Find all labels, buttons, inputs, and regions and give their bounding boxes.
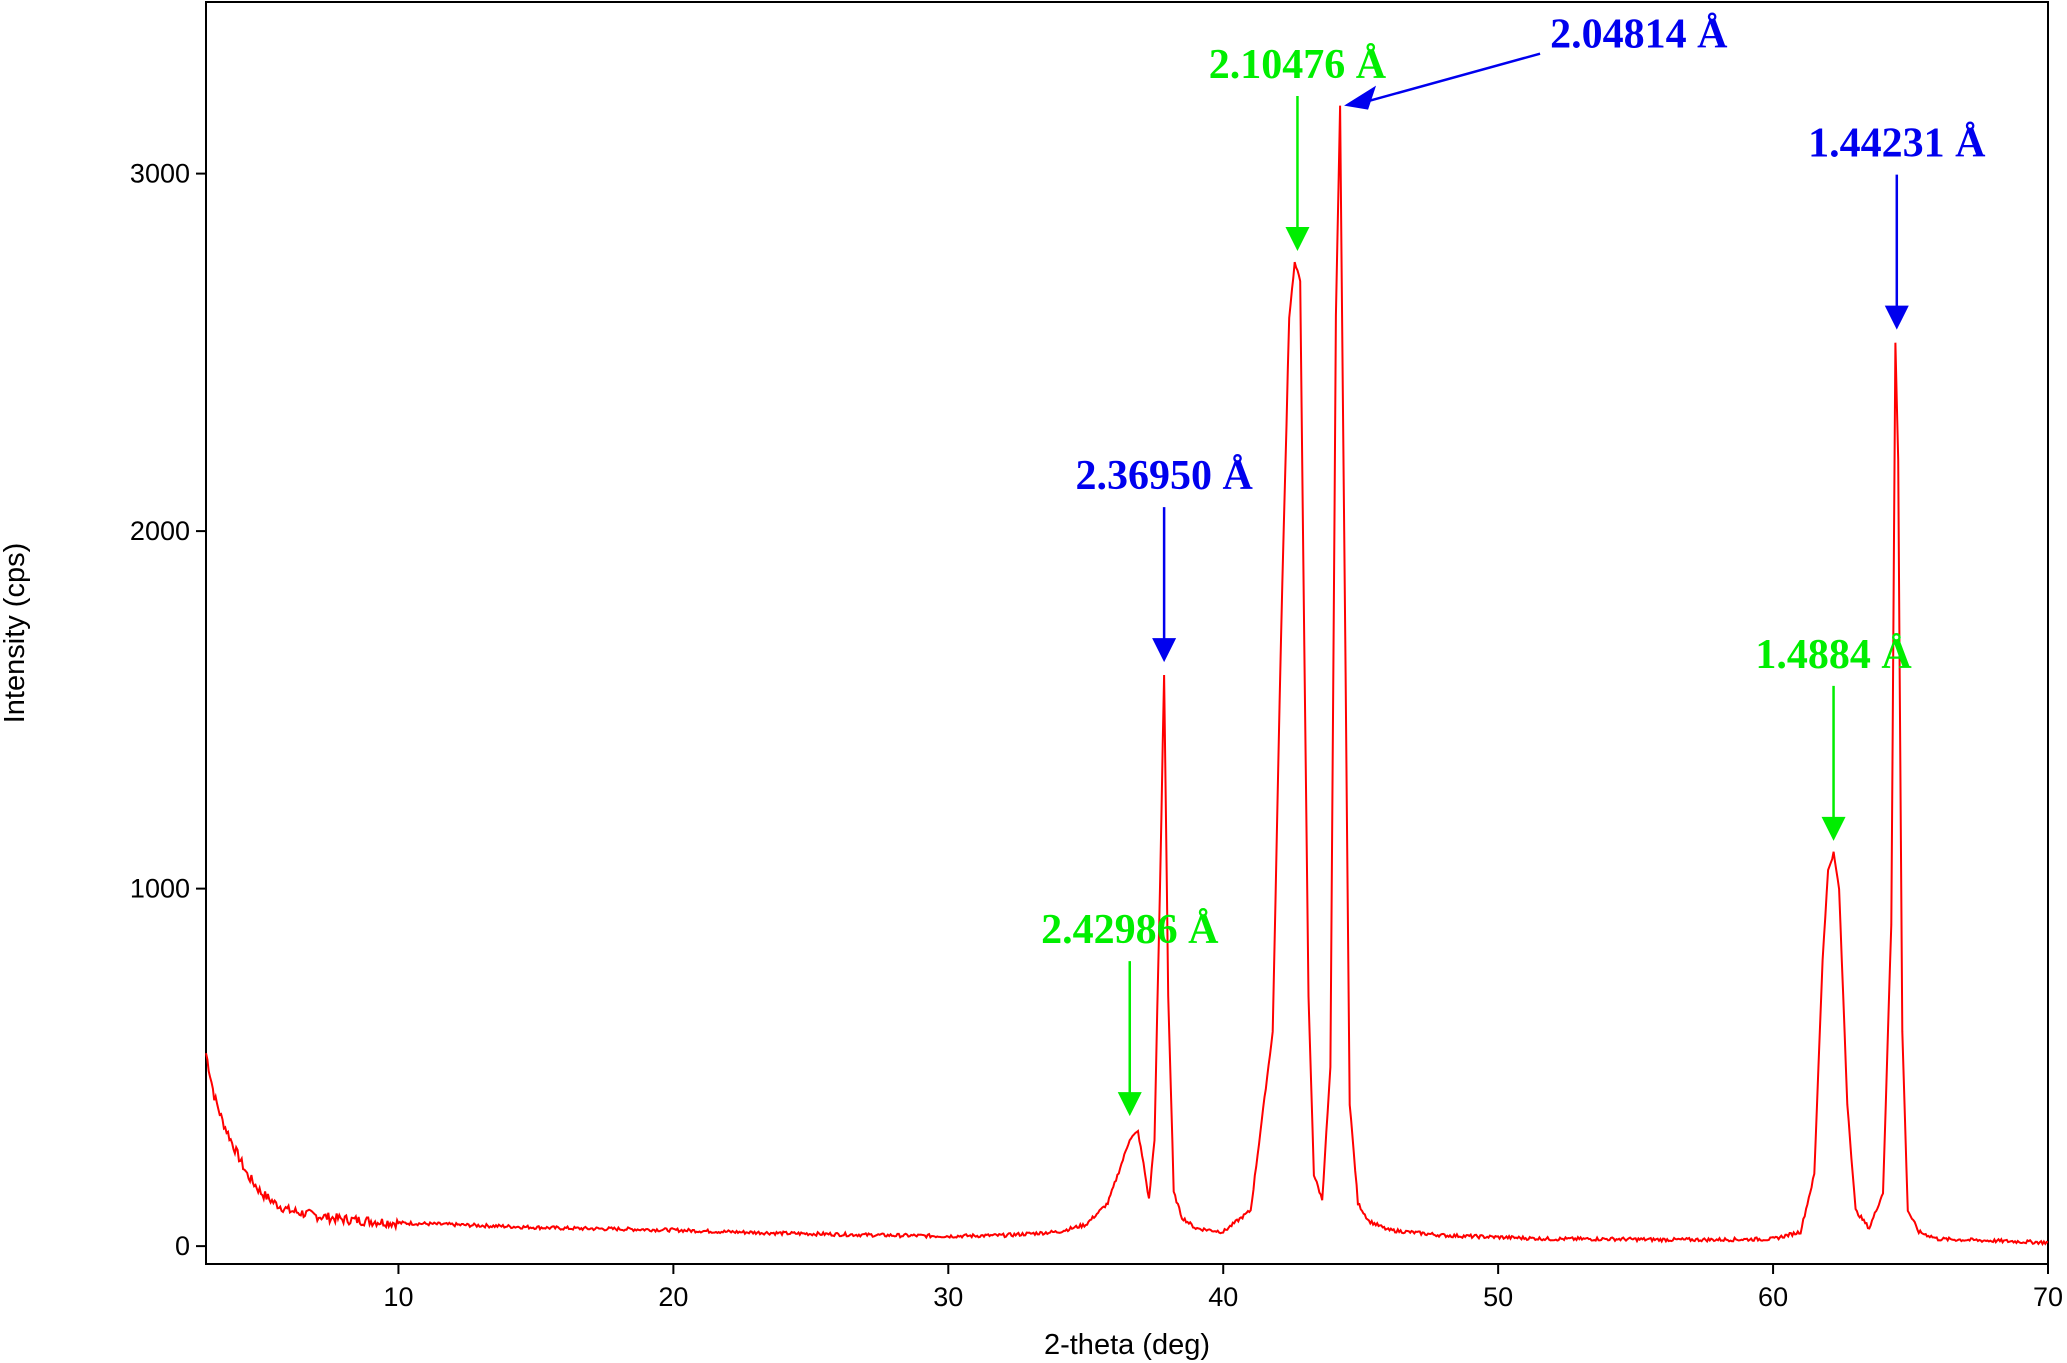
- annotation-label: 1.4884 Å: [1755, 632, 1912, 678]
- annotation-label: 2.42986 Å: [1041, 907, 1219, 953]
- annotation-label: 2.36950 Å: [1075, 453, 1253, 499]
- series-line: [205, 105, 2049, 1247]
- x-tick-label: 40: [1208, 1282, 1238, 1312]
- x-axis-title: 2-theta (deg): [1044, 1329, 1210, 1361]
- y-tick-label: 2000: [130, 516, 190, 546]
- annotation-arrow-head: [1285, 226, 1310, 251]
- y-tick-label: 1000: [130, 874, 190, 904]
- y-tick-label: 3000: [130, 159, 190, 189]
- y-tick-label: 0: [175, 1231, 190, 1261]
- x-tick-label: 10: [383, 1282, 413, 1312]
- plot-frame: [205, 1, 2049, 1265]
- annotation-arrow-head: [1884, 305, 1909, 330]
- peak-annotation: 1.44231 Å: [1808, 121, 1986, 330]
- peak-annotation: 2.42986 Å: [1041, 907, 1219, 1117]
- x-tick-label: 20: [658, 1282, 688, 1312]
- peak-annotations: 2.42986 Å 2.36950 Å 2.10476 Å 2.04814 Å 1.48…: [1041, 12, 1986, 1117]
- annotation-arrow-head: [1117, 1092, 1142, 1117]
- annotation-label: 1.44231 Å: [1808, 121, 1986, 167]
- annotation-arrow-head: [1821, 816, 1846, 841]
- peak-annotation: 2.36950 Å: [1075, 453, 1253, 663]
- annotation-label: 2.04814 Å: [1550, 12, 1728, 58]
- x-tick-label: 70: [2033, 1282, 2063, 1312]
- x-tick-label: 30: [933, 1282, 963, 1312]
- annotation-arrow-head: [1344, 85, 1377, 110]
- annotation-arrow-head: [1152, 638, 1177, 663]
- x-tick-label: 60: [1758, 1282, 1788, 1312]
- peak-annotation: 2.04814 Å: [1344, 12, 1728, 110]
- annotation-label: 2.10476 Å: [1209, 42, 1387, 88]
- peak-annotation: 1.4884 Å: [1755, 632, 1912, 841]
- annotation-arrow-line: [1365, 52, 1541, 103]
- y-axis-title: Intensity (cps): [0, 543, 31, 724]
- x-axis-ticks: 10 20 30 40 50 60 70: [383, 1264, 2063, 1312]
- y-axis-ticks: 0 1000 2000 3000: [130, 159, 206, 1261]
- x-tick-label: 50: [1483, 1282, 1513, 1312]
- peak-annotation: 2.10476 Å: [1209, 42, 1387, 251]
